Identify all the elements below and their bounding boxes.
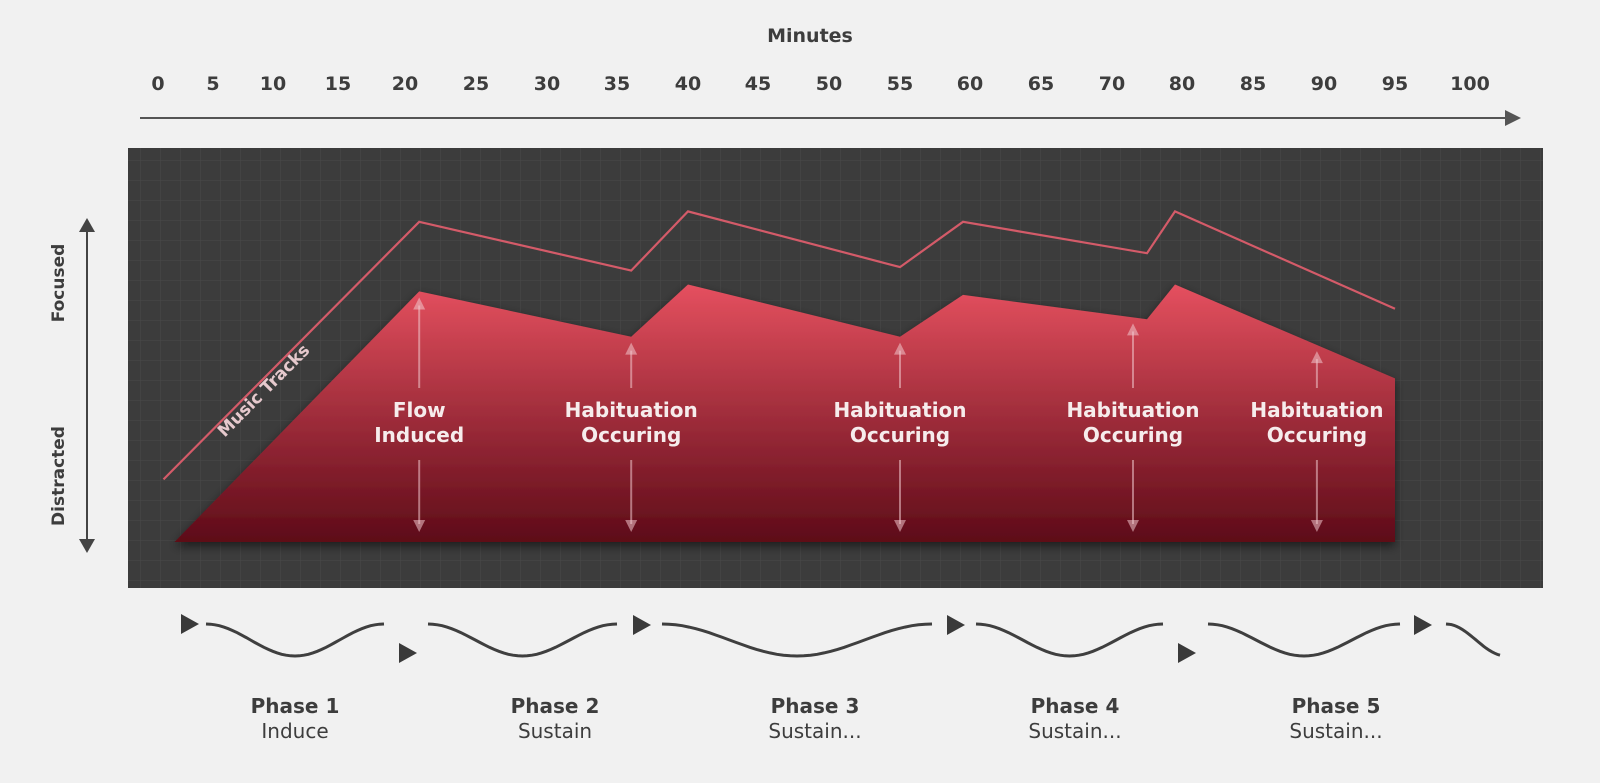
x-tick-label: 50 bbox=[816, 73, 842, 95]
x-tick-label: 25 bbox=[463, 73, 489, 95]
annotation-label: Occuring bbox=[850, 423, 950, 447]
x-tick-label: 5 bbox=[206, 73, 219, 95]
phase-description: Induce bbox=[261, 719, 328, 743]
phase-name: Phase 2 bbox=[511, 694, 600, 718]
x-tick-label: 60 bbox=[957, 73, 983, 95]
phase-wave bbox=[1445, 622, 1501, 657]
annotation-arrowhead-up bbox=[1127, 323, 1139, 336]
phase-wave bbox=[205, 622, 385, 658]
annotation-arrowhead-down bbox=[413, 520, 426, 532]
x-tick-label: 20 bbox=[392, 73, 418, 95]
x-tick-label: 55 bbox=[887, 73, 913, 95]
annotation-arrowhead-up bbox=[1310, 351, 1323, 364]
x-tick-label: 30 bbox=[534, 73, 560, 95]
x-axis-arrowhead bbox=[1505, 110, 1521, 126]
annotation-label: Occuring bbox=[581, 423, 681, 447]
y-axis-arrow-up bbox=[79, 218, 95, 232]
annotation-label: Occuring bbox=[1083, 423, 1183, 447]
phase-description: Sustain... bbox=[1028, 719, 1121, 743]
phase-name: Phase 3 bbox=[771, 694, 860, 718]
x-tick-label: 35 bbox=[604, 73, 630, 95]
x-tick-label: 40 bbox=[675, 73, 701, 95]
x-tick-label: 85 bbox=[1240, 73, 1266, 95]
y-label-focused: Focused bbox=[49, 244, 69, 323]
x-tick-label: 10 bbox=[260, 73, 286, 95]
music-tracks-line bbox=[162, 210, 1396, 481]
phase-marker-triangle bbox=[181, 614, 199, 634]
annotation-label: Occuring bbox=[1267, 423, 1367, 447]
x-tick-label: 15 bbox=[325, 73, 351, 95]
annotation-label: Habituation bbox=[833, 398, 966, 422]
x-axis-title: Minutes bbox=[767, 25, 853, 47]
focus-area bbox=[174, 284, 1395, 542]
phase-name: Phase 5 bbox=[1292, 694, 1381, 718]
annotation-arrowhead-down bbox=[625, 520, 638, 532]
x-tick-label: 0 bbox=[151, 73, 164, 95]
annotation-arrowhead-down bbox=[1127, 520, 1139, 532]
annotation-arrowhead-up bbox=[413, 297, 426, 310]
y-label-distracted: Distracted bbox=[49, 426, 69, 526]
annotation-label: Habituation bbox=[1250, 398, 1383, 422]
annotation-arrowhead-down bbox=[894, 520, 906, 532]
x-tick-label: 45 bbox=[745, 73, 771, 95]
phase-marker-triangle bbox=[1178, 643, 1196, 663]
phase-marker-triangle bbox=[947, 615, 965, 635]
phase-name: Phase 4 bbox=[1031, 694, 1120, 718]
x-tick-label: 65 bbox=[1028, 73, 1054, 95]
phase-wave bbox=[1207, 622, 1401, 658]
annotation-arrowhead-up bbox=[894, 342, 906, 355]
x-tick-labels: 0 5 10 15 20 25 30 35 40 45 50 55 60 65 70 80 85 90 95 100 bbox=[151, 73, 1489, 95]
x-tick-label: 80 bbox=[1169, 73, 1195, 95]
annotation-label: Habituation bbox=[565, 398, 698, 422]
y-axis-arrow-down bbox=[79, 539, 95, 553]
annotation-arrowhead-up bbox=[625, 342, 638, 355]
phase-wave bbox=[975, 622, 1164, 658]
x-tick-label: 95 bbox=[1382, 73, 1408, 95]
x-tick-label: 70 bbox=[1099, 73, 1125, 95]
phase-description: Sustain... bbox=[1289, 719, 1382, 743]
annotation-label: Flow bbox=[393, 398, 446, 422]
phase-marker-triangle bbox=[633, 615, 651, 635]
x-tick-label: 90 bbox=[1311, 73, 1337, 95]
annotation-label: Habituation bbox=[1066, 398, 1199, 422]
annotation-label: Induced bbox=[374, 423, 464, 447]
phase-description: Sustain bbox=[518, 719, 592, 743]
annotation-arrowhead-down bbox=[1310, 520, 1323, 532]
x-tick-label: 100 bbox=[1450, 73, 1490, 95]
phase-name: Phase 1 bbox=[251, 694, 340, 718]
phase-marker-triangle bbox=[1414, 615, 1432, 635]
phase-wave bbox=[661, 622, 933, 658]
phase-wave bbox=[427, 622, 618, 658]
phase-marker-triangle bbox=[399, 643, 417, 663]
phase-description: Sustain... bbox=[768, 719, 861, 743]
